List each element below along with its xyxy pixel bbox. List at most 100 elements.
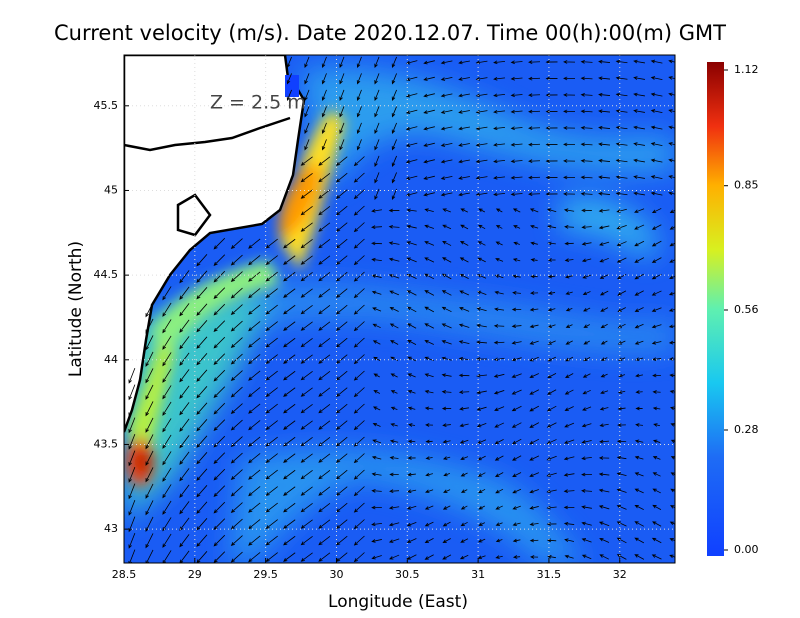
vector-arrow bbox=[300, 469, 313, 480]
vector-arrow bbox=[563, 175, 576, 180]
vector-arrow bbox=[652, 521, 662, 527]
vector-arrow bbox=[563, 439, 575, 444]
vector-arrow bbox=[478, 208, 486, 213]
vector-arrow bbox=[353, 370, 365, 381]
vector-arrow bbox=[179, 319, 190, 333]
vector-arrow bbox=[494, 406, 505, 411]
vector-arrow bbox=[213, 336, 226, 349]
vector-arrow bbox=[478, 505, 486, 510]
vector-arrow bbox=[616, 257, 627, 263]
vector-arrow bbox=[600, 340, 608, 345]
vector-arrow bbox=[196, 452, 208, 465]
vector-arrow bbox=[458, 60, 470, 65]
vector-arrow bbox=[598, 76, 611, 81]
vector-arrow bbox=[213, 452, 226, 464]
vector-arrow bbox=[599, 290, 609, 296]
vector-arrow bbox=[476, 390, 487, 395]
vector-arrow bbox=[372, 422, 381, 427]
vector-arrow bbox=[616, 439, 627, 444]
vector-arrow bbox=[495, 488, 504, 494]
vector-arrow bbox=[529, 506, 539, 510]
vector-arrow bbox=[530, 555, 539, 559]
vector-arrow bbox=[390, 340, 399, 345]
vector-arrow bbox=[318, 387, 331, 397]
vector-arrow bbox=[213, 435, 226, 448]
vector-arrow bbox=[300, 156, 313, 166]
vector-arrow bbox=[423, 126, 435, 131]
vector-arrow bbox=[460, 505, 468, 510]
vector-arrow bbox=[286, 73, 292, 85]
vector-arrow bbox=[339, 139, 345, 151]
vector-arrow bbox=[424, 290, 435, 296]
vector-arrow bbox=[634, 224, 645, 230]
vector-arrow bbox=[407, 390, 416, 394]
vector-arrow bbox=[145, 417, 154, 433]
vector-arrow bbox=[318, 205, 331, 216]
vector-arrow bbox=[300, 420, 313, 430]
vector-arrow bbox=[564, 538, 575, 542]
vector-arrow bbox=[318, 321, 331, 331]
vector-arrow bbox=[283, 403, 296, 414]
vector-arrow bbox=[495, 538, 503, 543]
vector-arrow bbox=[230, 287, 243, 299]
vector-arrow bbox=[458, 77, 470, 81]
vector-arrow bbox=[616, 505, 627, 510]
vector-arrow bbox=[300, 304, 313, 315]
vector-arrow bbox=[283, 519, 296, 529]
vector-arrow bbox=[390, 406, 398, 411]
vector-arrow bbox=[300, 288, 313, 298]
vector-arrow bbox=[407, 356, 416, 362]
vector-arrow bbox=[321, 73, 327, 85]
vector-arrow bbox=[441, 390, 452, 394]
vector-arrow bbox=[213, 485, 226, 497]
vector-arrow bbox=[374, 73, 380, 85]
vector-arrow bbox=[424, 389, 434, 394]
vector-arrow bbox=[510, 76, 523, 81]
vector-arrow bbox=[248, 502, 261, 513]
vector-arrow bbox=[353, 535, 365, 546]
vector-arrow bbox=[353, 337, 365, 348]
vector-arrow bbox=[372, 406, 381, 411]
vector-arrow bbox=[145, 335, 154, 351]
vector-arrow bbox=[440, 93, 453, 98]
vector-arrow bbox=[304, 122, 310, 134]
vector-arrow bbox=[459, 406, 470, 411]
vector-arrow bbox=[443, 489, 451, 493]
vector-arrow bbox=[356, 122, 362, 134]
vector-arrow bbox=[651, 240, 662, 247]
vector-arrow bbox=[196, 534, 208, 547]
vector-arrow bbox=[634, 240, 645, 247]
vector-arrow bbox=[600, 307, 609, 312]
vector-arrow bbox=[493, 192, 506, 197]
vector-arrow bbox=[634, 455, 644, 460]
vector-arrow bbox=[616, 224, 627, 230]
vector-arrow bbox=[476, 323, 487, 328]
vector-arrow bbox=[407, 472, 416, 477]
vector-arrow bbox=[406, 208, 417, 213]
vector-arrow bbox=[477, 241, 486, 246]
vector-arrow bbox=[510, 93, 523, 98]
vector-arrow bbox=[650, 175, 663, 179]
vector-arrow bbox=[650, 158, 663, 163]
vector-arrow bbox=[248, 238, 261, 249]
title: Current velocity (m/s). Date 2020.12.07.… bbox=[54, 21, 726, 45]
vector-arrow bbox=[493, 109, 506, 114]
vector-arrow bbox=[145, 516, 154, 532]
vector-arrow bbox=[565, 340, 573, 345]
y-tick-label: 45.5 bbox=[94, 99, 119, 112]
vector-arrow bbox=[423, 159, 435, 164]
vector-arrow bbox=[423, 109, 435, 114]
vector-arrow bbox=[353, 222, 365, 233]
vector-arrow bbox=[617, 307, 626, 312]
vector-arrow bbox=[179, 501, 190, 515]
vector-arrow bbox=[318, 403, 331, 414]
vector-arrow bbox=[336, 453, 348, 463]
vector-arrow bbox=[512, 258, 521, 262]
vector-arrow bbox=[318, 304, 331, 315]
vector-arrow bbox=[196, 303, 208, 316]
vector-arrow bbox=[478, 488, 486, 494]
vector-arrow bbox=[598, 208, 610, 213]
vector-arrow bbox=[425, 489, 434, 494]
vector-arrow bbox=[563, 472, 575, 477]
